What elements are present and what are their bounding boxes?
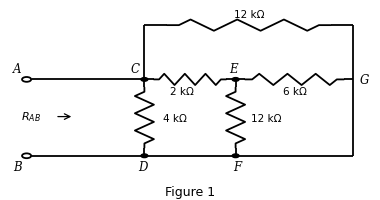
Circle shape (232, 78, 239, 82)
Circle shape (141, 78, 148, 82)
Text: D: D (138, 161, 147, 173)
Text: Figure 1: Figure 1 (165, 186, 215, 198)
Text: F: F (233, 161, 242, 173)
Text: C: C (130, 63, 139, 75)
Text: B: B (13, 161, 21, 173)
Circle shape (232, 154, 239, 158)
Text: 2 kΩ: 2 kΩ (171, 87, 194, 97)
Text: G: G (360, 74, 369, 86)
Text: E: E (230, 63, 238, 75)
Circle shape (22, 78, 31, 82)
Text: $R_{AB}$: $R_{AB}$ (21, 110, 41, 124)
Circle shape (22, 154, 31, 158)
Circle shape (141, 154, 148, 158)
Text: 4 kΩ: 4 kΩ (163, 113, 187, 123)
Text: A: A (13, 63, 21, 75)
Text: 12 kΩ: 12 kΩ (251, 113, 281, 123)
Text: 12 kΩ: 12 kΩ (234, 10, 264, 20)
Text: 6 kΩ: 6 kΩ (283, 87, 306, 97)
